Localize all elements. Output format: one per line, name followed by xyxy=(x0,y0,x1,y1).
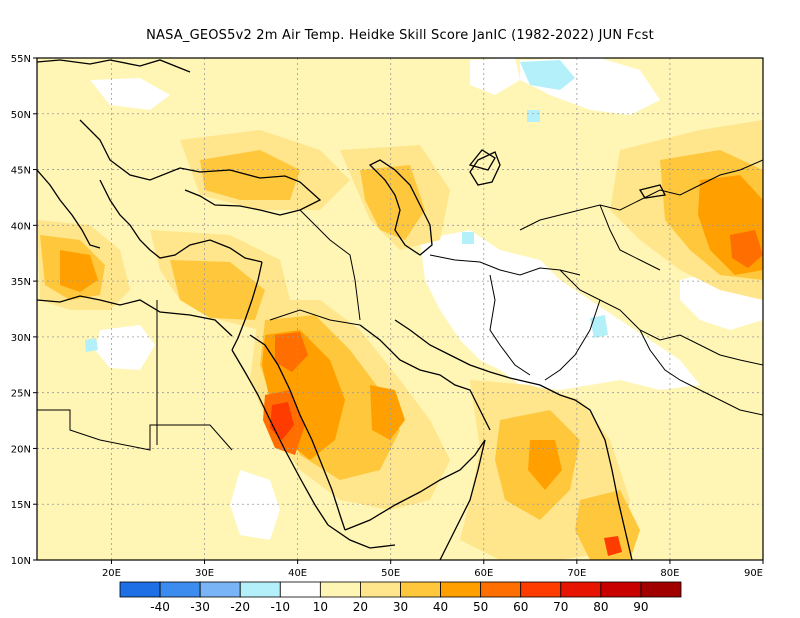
colorbar-label: 80 xyxy=(593,600,608,614)
colorbar-swatch xyxy=(239,581,281,598)
lon-label: 80E xyxy=(660,568,679,579)
colorbar-label: 30 xyxy=(393,600,408,614)
lon-label: 90E xyxy=(744,568,763,579)
colorbar-swatch xyxy=(640,581,682,598)
skill-region xyxy=(590,315,608,338)
skill-region xyxy=(420,230,700,390)
skill-region xyxy=(470,58,520,95)
lat-label: 30N xyxy=(11,333,31,344)
skill-region xyxy=(230,470,280,540)
lon-label: 50E xyxy=(381,568,400,579)
lat-label: 55N xyxy=(11,54,31,65)
colorbar-label: -20 xyxy=(230,600,250,614)
skill-region xyxy=(520,60,575,90)
longitude-labels: 20E 30E 40E 50E 60E 70E 80E 90E xyxy=(102,568,763,579)
lon-label: 60E xyxy=(474,568,493,579)
skill-region xyxy=(95,325,155,370)
lat-label: 20N xyxy=(11,444,31,455)
colorbar-label: 90 xyxy=(633,600,648,614)
latitude-labels: 55N 50N 45N 40N 35N 30N 25N 20N 15N 10N xyxy=(11,54,31,567)
skill-region xyxy=(604,536,622,556)
colorbar-label: 20 xyxy=(353,600,368,614)
skill-region xyxy=(275,332,308,372)
colorbar-swatch xyxy=(159,581,201,598)
map-frame xyxy=(36,57,764,561)
colorbar-label: -40 xyxy=(150,600,170,614)
skill-region xyxy=(527,110,540,122)
lat-label: 45N xyxy=(11,166,31,177)
gridlines xyxy=(33,57,764,564)
colorbar-swatch xyxy=(400,581,441,598)
colorbar-swatch xyxy=(480,581,522,598)
skill-region xyxy=(528,440,562,490)
colorbar-swatch xyxy=(360,581,401,598)
lat-label: 25N xyxy=(11,389,31,400)
skill-region xyxy=(90,78,170,110)
lon-label: 70E xyxy=(567,568,586,579)
lat-label: 35N xyxy=(11,277,31,288)
lon-label: 20E xyxy=(102,568,121,579)
skill-region xyxy=(575,490,640,560)
colorbar-swatch xyxy=(560,581,602,598)
colorbar-label: -30 xyxy=(190,600,210,614)
colorbar-swatch xyxy=(520,581,562,598)
colorbar-label: 50 xyxy=(473,600,488,614)
skill-region xyxy=(85,338,98,352)
colorbar-swatch xyxy=(319,581,361,598)
colorbar-label: 60 xyxy=(513,600,528,614)
lat-label: 50N xyxy=(11,110,31,121)
skill-region xyxy=(170,260,265,320)
lon-label: 40E xyxy=(288,568,307,579)
colorbar-label: 10 xyxy=(313,600,328,614)
colorbar-swatch xyxy=(199,581,241,598)
colorbar-label: -10 xyxy=(270,600,290,614)
colorbar-swatch xyxy=(600,581,642,598)
lon-label: 30E xyxy=(195,568,214,579)
lat-label: 15N xyxy=(11,500,31,511)
coastlines xyxy=(37,59,763,560)
skill-region xyxy=(462,232,474,244)
colorbar: -40 -30 -20 -10 10 20 30 40 50 60 70 80 90 xyxy=(119,581,682,614)
colorbar-label: 40 xyxy=(433,600,448,614)
colorbar-label: 70 xyxy=(553,600,568,614)
map-title: NASA_GEOS5v2 2m Air Temp. Heidke Skill S… xyxy=(146,28,654,43)
lat-label: 10N xyxy=(11,556,31,567)
colorbar-swatch xyxy=(440,581,482,598)
skill-region xyxy=(730,230,763,268)
skill-region xyxy=(270,402,294,440)
colorbar-swatch xyxy=(279,581,321,598)
skill-region xyxy=(370,385,405,440)
colorbar-swatch xyxy=(119,581,161,598)
lat-label: 40N xyxy=(11,221,31,232)
